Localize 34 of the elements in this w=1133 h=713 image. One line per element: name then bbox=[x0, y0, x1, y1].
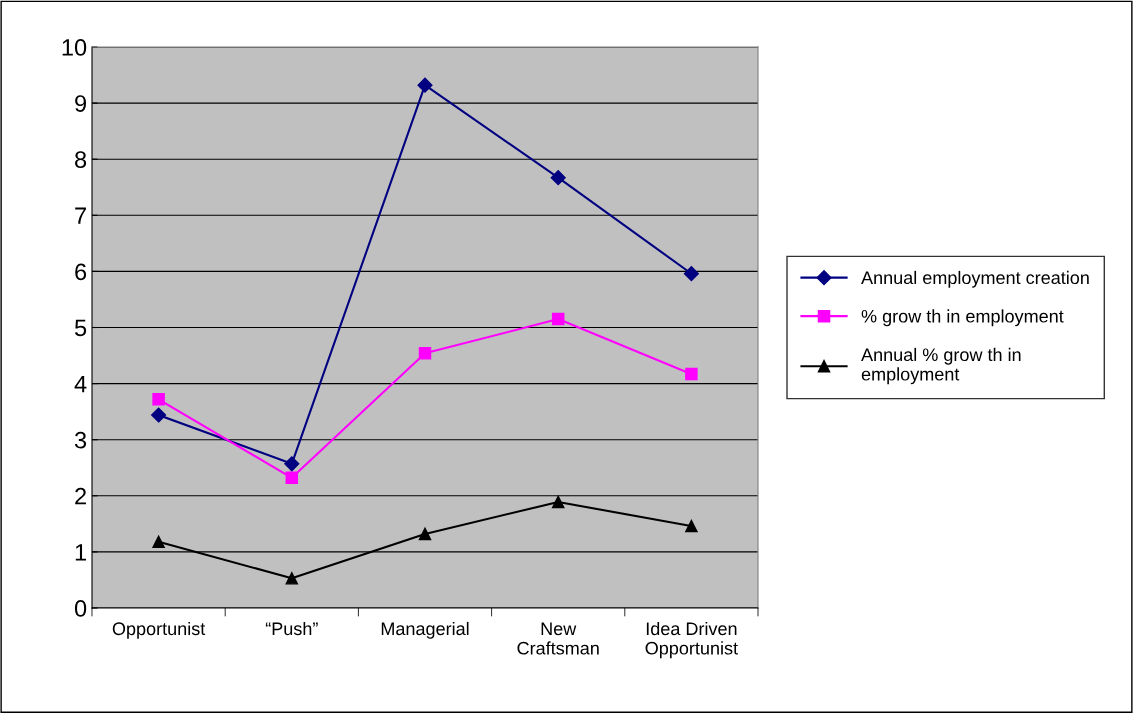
y-tick-label: 6 bbox=[75, 263, 87, 281]
x-tick-label: New Craftsman bbox=[517, 622, 599, 655]
point bbox=[152, 535, 165, 549]
point bbox=[683, 266, 699, 282]
y-tick-label: 10 bbox=[62, 39, 87, 56]
legend-label: Annual % grow th in employment bbox=[861, 347, 1021, 385]
legend-label: % grow th in employment bbox=[861, 309, 1064, 327]
y-tick-label: 1 bbox=[75, 544, 86, 561]
y-tick-label: 4 bbox=[74, 375, 87, 393]
point bbox=[551, 312, 565, 326]
y-tick-label: 2 bbox=[75, 487, 86, 505]
x-tick-label: Idea Driven Opportunist bbox=[645, 621, 738, 659]
point bbox=[284, 456, 300, 472]
x-tick-label: Managerial bbox=[381, 621, 469, 639]
point bbox=[285, 572, 299, 585]
legend-label: Annual employment creation bbox=[861, 270, 1089, 288]
y-tick-label: 8 bbox=[75, 151, 87, 168]
y-tick-label: 3 bbox=[74, 431, 87, 449]
point bbox=[685, 367, 698, 381]
point bbox=[685, 519, 698, 533]
point bbox=[418, 527, 432, 541]
y-tick-label: 7 bbox=[75, 207, 86, 224]
point bbox=[151, 407, 167, 423]
point bbox=[417, 77, 433, 93]
point bbox=[550, 170, 566, 186]
x-tick-label: “Push” bbox=[265, 621, 318, 636]
point bbox=[418, 347, 432, 360]
point bbox=[551, 495, 565, 509]
x-tick-label: Opportunist bbox=[112, 621, 206, 639]
y-tick-label: 5 bbox=[74, 319, 87, 337]
point bbox=[152, 393, 165, 406]
point bbox=[285, 471, 299, 485]
y-tick-label: 9 bbox=[75, 95, 87, 112]
y-tick-label: 0 bbox=[74, 600, 87, 617]
